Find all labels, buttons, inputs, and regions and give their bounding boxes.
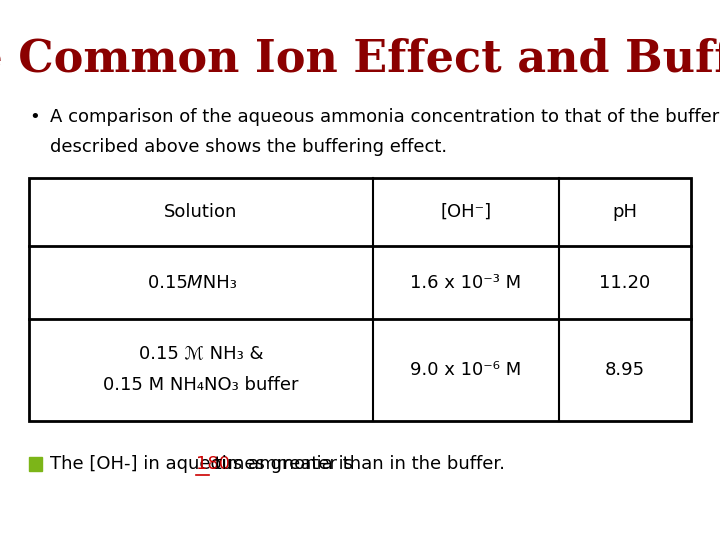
Text: described above shows the buffering effect.: described above shows the buffering effe… [50, 138, 448, 156]
Text: 8.95: 8.95 [605, 361, 645, 379]
Text: 0.15: 0.15 [148, 274, 194, 292]
Text: 0.15 M NH₄NO₃ buffer: 0.15 M NH₄NO₃ buffer [103, 376, 299, 394]
Text: 11.20: 11.20 [599, 274, 651, 292]
Text: M: M [186, 274, 202, 292]
Text: Solution: Solution [164, 203, 238, 221]
Text: The [OH-] in aqueous ammonia is: The [OH-] in aqueous ammonia is [50, 455, 359, 474]
Text: A comparison of the aqueous ammonia concentration to that of the buffer: A comparison of the aqueous ammonia conc… [50, 108, 720, 126]
Text: 180: 180 [196, 455, 230, 474]
Text: times greater than in the buffer.: times greater than in the buffer. [209, 455, 505, 474]
Text: [OH⁻]: [OH⁻] [441, 203, 492, 221]
Text: The Common Ion Effect and Buffers: The Common Ion Effect and Buffers [0, 38, 720, 81]
Text: 0.15 ℳ NH₃ &: 0.15 ℳ NH₃ & [139, 344, 264, 362]
Text: •: • [29, 108, 40, 126]
Text: pH: pH [613, 203, 637, 221]
Text: 9.0 x 10⁻⁶ M: 9.0 x 10⁻⁶ M [410, 361, 521, 379]
Text: 1.6 x 10⁻³ M: 1.6 x 10⁻³ M [410, 274, 521, 292]
Text: NH₃: NH₃ [197, 274, 238, 292]
